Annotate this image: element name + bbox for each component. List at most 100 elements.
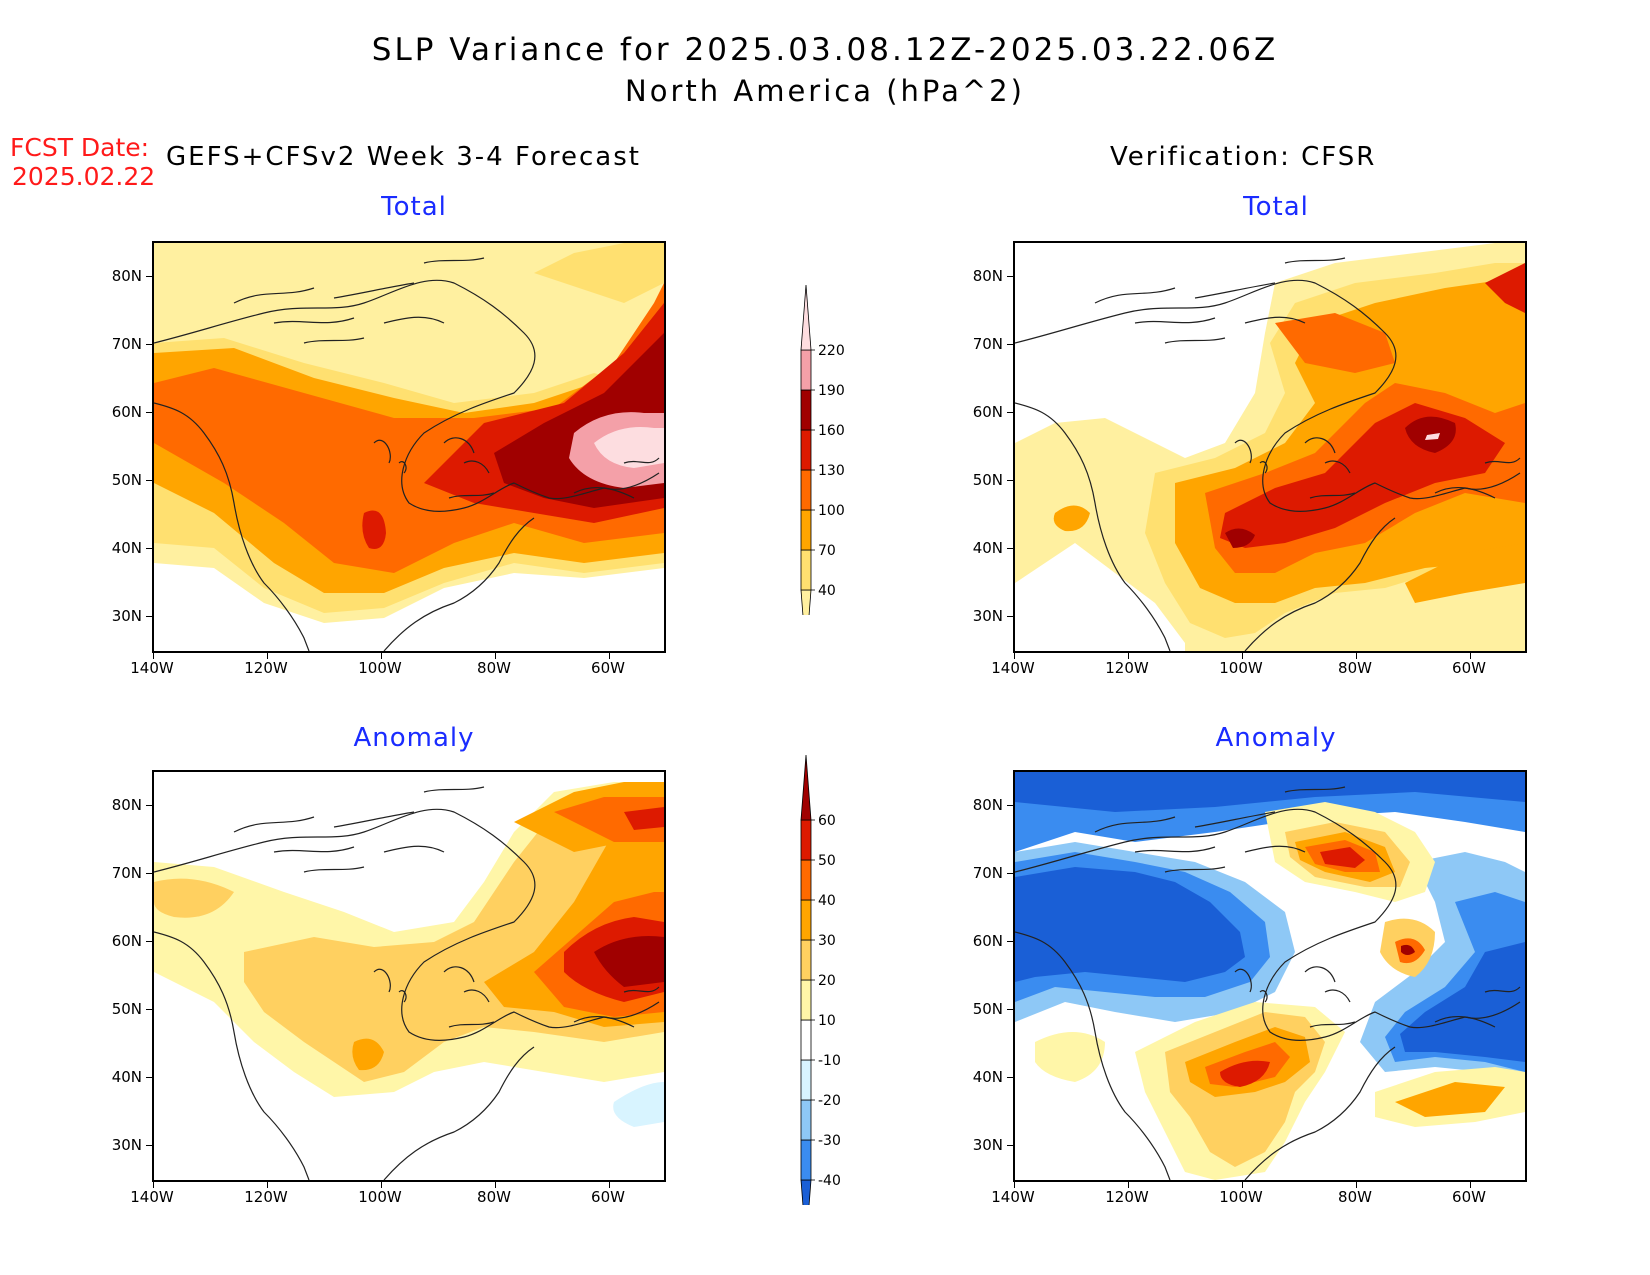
lon-tick-label: 60W	[1452, 1188, 1486, 1206]
lon-tick-mark	[153, 1182, 154, 1188]
lon-tick-label: 60W	[591, 1188, 625, 1206]
lat-tick-label: 60N	[972, 932, 1003, 950]
lon-tick-label: 120W	[1105, 1188, 1149, 1206]
lon-tick-mark	[381, 653, 382, 659]
colorbar-anomaly-level-label: 10	[818, 1013, 836, 1029]
lon-tick-label: 80W	[477, 659, 511, 677]
colorbar-total-level-label: 160	[818, 423, 845, 439]
lat-tick-label: 40N	[972, 1068, 1003, 1086]
lat-tick-label: 80N	[972, 796, 1003, 814]
colorbar-total-level-label: 70	[818, 543, 836, 559]
colorbar-total-level-label: 130	[818, 463, 845, 479]
colorbar-anomaly-level-label: 20	[818, 973, 836, 989]
lat-tick-label: 80N	[111, 267, 142, 285]
lon-tick-label: 120W	[244, 659, 288, 677]
lat-tick-label: 40N	[111, 1068, 142, 1086]
lon-tick-mark	[1128, 653, 1129, 659]
lat-tick-label: 40N	[111, 539, 142, 557]
lon-tick-mark	[1128, 1182, 1129, 1188]
lat-tick-mark	[1007, 805, 1013, 806]
lon-tick-mark	[1014, 653, 1015, 659]
lat-tick-label: 50N	[111, 471, 142, 489]
panel-title-verification-anomaly: Anomaly	[1215, 723, 1337, 753]
lat-tick-mark	[1007, 873, 1013, 874]
lat-tick-mark	[1007, 480, 1013, 481]
lat-tick-mark	[146, 276, 152, 277]
lat-tick-mark	[146, 1145, 152, 1146]
map-forecast-total	[152, 241, 666, 653]
lon-tick-mark	[495, 653, 496, 659]
lat-tick-mark	[146, 480, 152, 481]
lon-tick-mark	[1242, 653, 1243, 659]
colorbar-anomaly-level-label: 60	[818, 813, 836, 829]
colorbar-anomaly-swatch	[800, 939, 812, 981]
lon-tick-label: 140W	[991, 1188, 1035, 1206]
lon-tick-label: 80W	[477, 1188, 511, 1206]
colorbar-total-level-label: 40	[818, 583, 836, 599]
lat-tick-label: 80N	[111, 796, 142, 814]
lat-tick-label: 70N	[111, 864, 142, 882]
lon-tick-label: 140W	[130, 1188, 174, 1206]
lat-tick-mark	[146, 1077, 152, 1078]
lon-tick-mark	[381, 1182, 382, 1188]
lat-tick-mark	[146, 412, 152, 413]
lat-tick-label: 30N	[972, 607, 1003, 625]
lat-tick-label: 50N	[972, 471, 1003, 489]
colorbar-total-level-label: 190	[818, 383, 845, 399]
colorbar-total-level-label: 220	[818, 343, 845, 359]
lon-tick-label: 120W	[1105, 659, 1149, 677]
lat-tick-mark	[1007, 941, 1013, 942]
colorbar-total-swatch	[800, 285, 812, 351]
colorbar-anomaly-level-label: -20	[818, 1093, 841, 1109]
lat-tick-mark	[146, 616, 152, 617]
colorbar-anomaly-level-label: 30	[818, 933, 836, 949]
panel-title-verification-total: Total	[1243, 192, 1309, 222]
figure-title-line2: North America (hPa^2)	[625, 74, 1025, 108]
lon-tick-mark	[609, 1182, 610, 1188]
lat-tick-label: 50N	[111, 1000, 142, 1018]
colorbar-anomaly-swatch	[800, 1139, 812, 1181]
lat-tick-mark	[146, 548, 152, 549]
colorbar-anomaly-swatch	[800, 819, 812, 861]
lat-tick-mark	[1007, 412, 1013, 413]
colorbar-anomaly-swatch	[800, 1179, 812, 1205]
lon-tick-label: 100W	[358, 659, 402, 677]
colorbar-anomaly-swatch	[800, 1099, 812, 1141]
lat-tick-label: 70N	[972, 864, 1003, 882]
lon-tick-mark	[609, 653, 610, 659]
lon-tick-label: 140W	[130, 659, 174, 677]
colorbar-anomaly-level-label: -40	[818, 1173, 841, 1189]
colorbar-anomaly-level-label: 50	[818, 853, 836, 869]
colorbar-anomaly: -40 -30 -20 -10 10 20 30 40 50 60	[800, 755, 841, 1205]
lon-tick-mark	[1470, 653, 1471, 659]
figure-title-line1: SLP Variance for 2025.03.08.12Z-2025.03.…	[371, 32, 1279, 68]
lat-tick-label: 70N	[972, 335, 1003, 353]
lat-tick-label: 30N	[111, 607, 142, 625]
lon-tick-mark	[1356, 1182, 1357, 1188]
lat-tick-mark	[146, 805, 152, 806]
lat-tick-label: 60N	[111, 403, 142, 421]
lat-tick-mark	[1007, 1009, 1013, 1010]
lat-tick-label: 40N	[972, 539, 1003, 557]
panel-title-forecast-anomaly: Anomaly	[353, 723, 475, 753]
lat-tick-mark	[146, 941, 152, 942]
map-forecast-anomaly	[152, 770, 666, 1182]
colorbar-total-swatch	[800, 429, 812, 471]
colorbar-anomaly-swatch	[800, 859, 812, 901]
lat-tick-label: 30N	[972, 1136, 1003, 1154]
lat-tick-mark	[1007, 616, 1013, 617]
lat-tick-label: 60N	[111, 932, 142, 950]
lat-tick-mark	[1007, 548, 1013, 549]
lat-tick-label: 80N	[972, 267, 1003, 285]
lon-tick-label: 140W	[991, 659, 1035, 677]
lat-tick-label: 30N	[111, 1136, 142, 1154]
colorbar-total: 40 70 100 130 160 190 220	[800, 285, 845, 615]
lon-tick-label: 60W	[591, 659, 625, 677]
map-verification-total	[1013, 241, 1527, 653]
lat-tick-label: 50N	[972, 1000, 1003, 1018]
fcst-date-value: 2025.02.22	[12, 162, 156, 191]
lon-tick-mark	[1014, 1182, 1015, 1188]
colorbar-anomaly-swatch	[800, 899, 812, 941]
lon-tick-label: 80W	[1338, 659, 1372, 677]
lon-tick-mark	[1470, 1182, 1471, 1188]
